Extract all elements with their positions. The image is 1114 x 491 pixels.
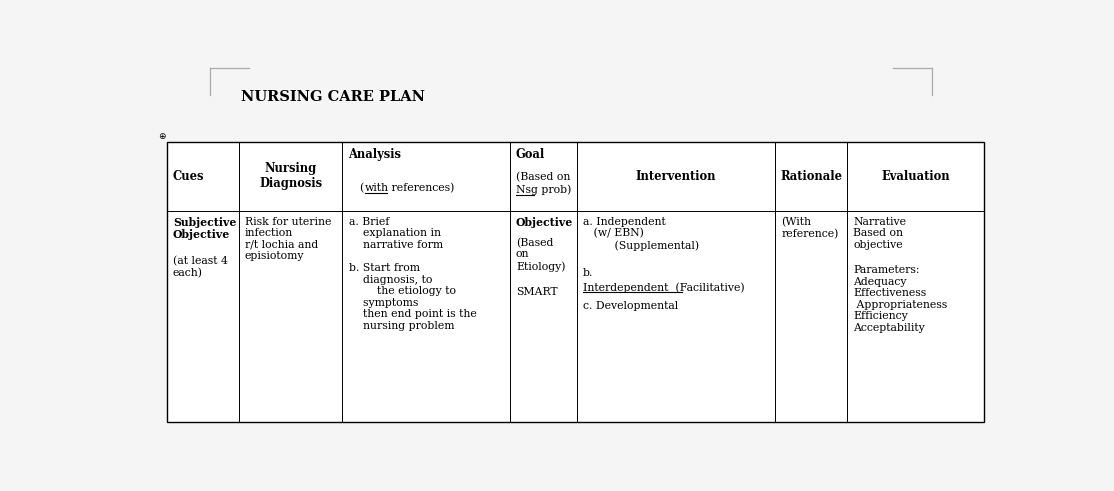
Text: Analysis: Analysis: [349, 148, 401, 161]
Text: (Based
on
Etiology): (Based on Etiology): [516, 238, 566, 272]
Text: a. Independent
   (w/ EBN)
         (Supplemental): a. Independent (w/ EBN) (Supplemental): [583, 217, 700, 251]
Text: with: with: [365, 183, 389, 193]
Text: ⊕: ⊕: [158, 132, 166, 141]
Text: (Based on: (Based on: [516, 171, 570, 182]
Text: Cues: Cues: [173, 170, 205, 183]
Text: (With
reference): (With reference): [781, 217, 839, 239]
Bar: [167, 142, 984, 422]
Text: Parameters:
Adequacy
Effectiveness
 Appropriateness
Efficiency
Acceptability: Parameters: Adequacy Effectiveness Appro…: [853, 265, 948, 333]
Text: Interdependent  (Facilitative): Interdependent (Facilitative): [583, 282, 744, 293]
Text: Nursing
Diagnosis: Nursing Diagnosis: [260, 163, 322, 191]
Text: (at least 4
each): (at least 4 each): [173, 256, 227, 279]
Text: Rationale: Rationale: [780, 170, 842, 183]
Text: NURSING CARE PLAN: NURSING CARE PLAN: [241, 90, 426, 104]
Text: c. Developmental: c. Developmental: [583, 301, 678, 311]
Text: Intervention: Intervention: [636, 170, 716, 183]
Text: Subjective
Objective: Subjective Objective: [173, 217, 236, 241]
Text: Objective: Objective: [516, 217, 574, 228]
Text: SMART: SMART: [516, 287, 558, 297]
Text: Goal: Goal: [516, 148, 545, 161]
Text: (: (: [359, 183, 363, 193]
Text: Risk for uterine
infection
r/t lochia and
episiotomy: Risk for uterine infection r/t lochia an…: [245, 217, 331, 262]
Text: a. Brief
    explanation in
    narrative form

b. Start from
    diagnosis, to
: a. Brief explanation in narrative form b…: [349, 217, 477, 331]
Text: Narrative
Based on
objective: Narrative Based on objective: [853, 217, 907, 250]
Text: references): references): [388, 183, 455, 193]
Text: b.: b.: [583, 268, 594, 278]
Text: Evaluation: Evaluation: [881, 170, 950, 183]
Text: Nsg prob): Nsg prob): [516, 185, 571, 195]
